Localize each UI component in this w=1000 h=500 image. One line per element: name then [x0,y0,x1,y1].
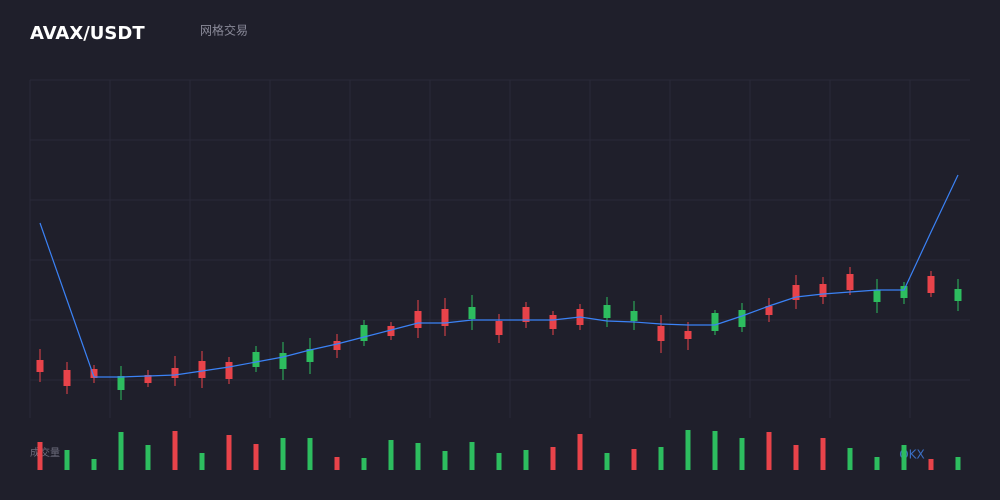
volume-label: 成交量 [30,446,60,459]
volume-bar [631,449,637,470]
volume-bar [442,451,448,470]
candle-body [954,289,962,301]
volume-bar [91,459,97,470]
candle-body [252,352,260,367]
candle-body [279,353,287,369]
candle-body [144,375,152,383]
volume-bar [658,447,664,470]
volume-bar [469,442,475,470]
volume-bar [37,442,43,470]
volume-bar [550,447,556,470]
candle-body [765,306,773,315]
volume-bar [739,438,745,470]
volume-bar [874,457,880,470]
candle-body [171,368,179,378]
candle-body [549,315,557,329]
volume-bar [388,440,394,470]
candle-body [900,286,908,298]
candle-body [738,310,746,327]
volume-bar [793,445,799,470]
volume-bar [199,453,205,470]
chart-subtitle: 网格交易 [200,23,248,38]
candle-body [441,309,449,326]
candle-body [360,325,368,341]
volume-bar [604,453,610,470]
volume-bar [145,445,151,470]
candle-body [117,376,125,390]
candle-body [90,369,98,378]
volume-bar [712,431,718,470]
candle-body [468,307,476,319]
volume-bar [415,443,421,470]
volume-bar [496,453,502,470]
candle-body [630,311,638,321]
candle-body [387,326,395,336]
volume-bar [955,457,961,470]
candle-body [657,326,665,341]
candle-body [819,284,827,297]
candle-body [846,274,854,290]
candle-body [522,307,530,322]
volume-bar [847,448,853,470]
moving-average-line [39,174,959,378]
candle-body [333,341,341,350]
candle-body [414,311,422,328]
candle-body [198,361,206,378]
volume-bar [928,459,934,470]
volume-bar [118,432,124,470]
volume-bar [685,430,691,470]
candle-body [63,370,71,386]
candle-body [603,305,611,318]
volume-bar [253,444,259,470]
chart-title: AVAX/USDT [30,23,145,44]
volume-bar [523,450,529,470]
candle-body [306,349,314,362]
candle-body [792,285,800,300]
volume-bar [280,438,286,470]
candle-body [927,276,935,293]
volume-bar [226,435,232,470]
volume-bar [64,450,70,470]
candle-body [36,360,44,372]
volume-bar [577,434,583,470]
candle-body [225,362,233,379]
volume-bar [307,438,313,470]
volume-bar [172,431,178,470]
volume-bar [334,457,340,470]
candle-body [495,321,503,335]
volume-bar [361,458,367,470]
candle-body [684,331,692,339]
candle-body [873,290,881,302]
volume-bar [766,432,772,470]
volume-bar [820,438,826,470]
volume-bar [901,445,907,470]
candle-body [711,313,719,331]
